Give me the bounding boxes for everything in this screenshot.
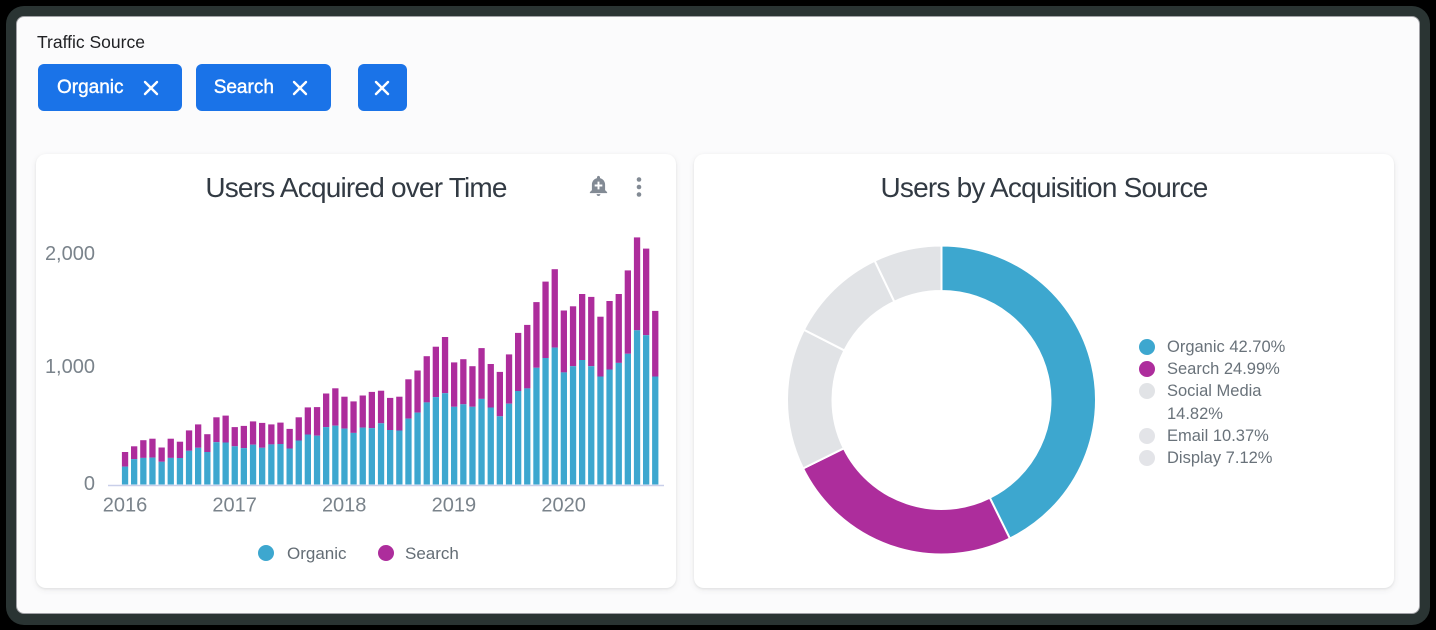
svg-text:2018: 2018 xyxy=(322,495,367,517)
svg-text:1,000: 1,000 xyxy=(45,356,95,378)
svg-text:2017: 2017 xyxy=(212,495,257,517)
svg-text:2020: 2020 xyxy=(541,495,586,517)
svg-text:2,000: 2,000 xyxy=(45,243,95,265)
svg-text:2016: 2016 xyxy=(103,495,148,517)
svg-text:Organic: Organic xyxy=(287,544,347,563)
svg-text:Search: Search xyxy=(405,544,459,563)
svg-text:2019: 2019 xyxy=(432,495,477,517)
svg-text:0: 0 xyxy=(84,473,95,495)
